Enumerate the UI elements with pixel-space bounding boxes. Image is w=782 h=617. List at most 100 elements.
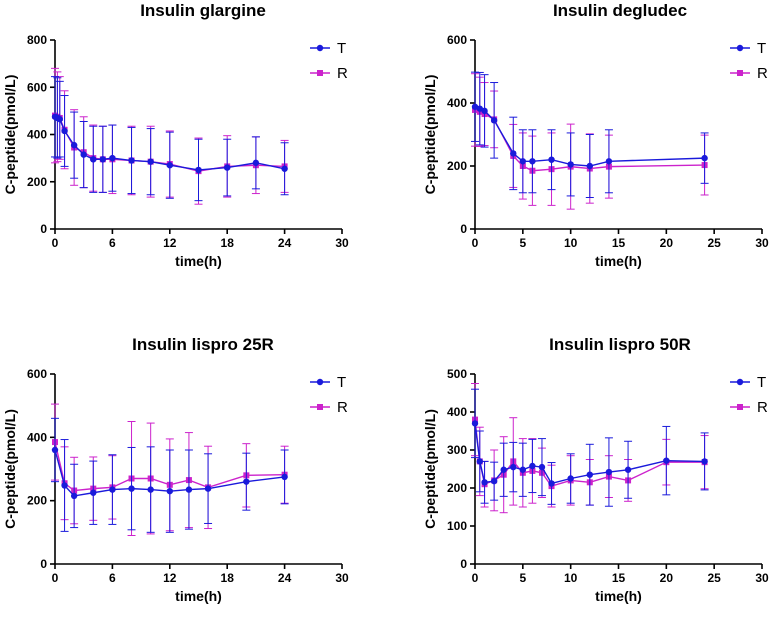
- data-point: [61, 127, 68, 135]
- legend-item-T: T: [310, 374, 346, 391]
- legend-item-T: T: [730, 374, 766, 391]
- chart-title: Insulin lispro 50R: [549, 335, 691, 354]
- data-point: [471, 420, 479, 427]
- x-tick-label: 10: [564, 236, 578, 250]
- data-point: [109, 486, 116, 493]
- data-point: [99, 156, 107, 163]
- data-point: [548, 480, 555, 487]
- y-tick-label: 600: [27, 80, 47, 94]
- data-point: [166, 162, 173, 169]
- x-tick-label: 0: [472, 571, 479, 585]
- legend-marker: [316, 44, 324, 52]
- data-point: [281, 473, 288, 481]
- data-point: [490, 477, 498, 485]
- chart-title: Insulin lispro 25R: [132, 335, 274, 354]
- legend-label: R: [757, 399, 768, 416]
- y-tick-label: 100: [447, 519, 467, 533]
- x-tick-label: 20: [660, 236, 674, 250]
- x-tick-label: 30: [335, 236, 349, 250]
- data-point: [147, 158, 154, 165]
- x-tick-label: 24: [278, 571, 292, 585]
- x-tick-label: 6: [109, 571, 116, 585]
- data-point: [510, 150, 517, 157]
- data-point: [70, 141, 78, 149]
- legend-label: R: [337, 399, 348, 416]
- data-point: [481, 107, 488, 115]
- x-axis-label: time(h): [175, 253, 222, 269]
- x-axis-label: time(h): [595, 253, 642, 269]
- legend-item-R: R: [730, 399, 768, 416]
- y-tick-label: 600: [447, 33, 467, 47]
- data-point: [605, 158, 613, 165]
- data-point: [548, 156, 555, 163]
- x-tick-label: 5: [519, 236, 526, 250]
- data-point: [109, 154, 116, 162]
- x-tick-label: 12: [163, 571, 177, 585]
- chart-title: Insulin glargine: [140, 1, 266, 20]
- data-point: [567, 161, 574, 168]
- x-tick-label: 24: [278, 236, 292, 250]
- data-point: [476, 105, 483, 112]
- data-point: [224, 164, 231, 171]
- chart-panel-3: Insulin lispro 25R 0 200 400 600 0 6 12 18 24 30 ti…: [2, 335, 349, 604]
- x-tick-label: 20: [660, 571, 674, 585]
- data-point: [701, 154, 708, 162]
- chart-panel-4: Insulin lispro 50R 0 100 200 300 400 500 0 5 10 15…: [422, 335, 769, 604]
- series-T: [51, 76, 289, 202]
- legend-item-R: R: [310, 399, 348, 416]
- data-point: [490, 117, 498, 124]
- legend-label: R: [757, 65, 768, 82]
- legend-marker: [316, 378, 324, 386]
- series-T: [471, 388, 709, 507]
- data-point: [701, 458, 708, 465]
- data-point: [586, 471, 593, 478]
- x-tick-label: 10: [564, 571, 578, 585]
- x-tick-label: 0: [52, 571, 59, 585]
- x-tick-label: 25: [707, 571, 721, 585]
- data-point: [481, 479, 488, 486]
- data-point: [519, 158, 527, 165]
- data-point: [185, 486, 193, 493]
- data-point: [61, 482, 68, 489]
- legend-item-T: T: [730, 40, 766, 57]
- chart-panel-2: Insulin degludec 0 200 400 600 0 5 10 15 20 25 30 ti…: [422, 1, 769, 269]
- y-tick-label: 800: [27, 33, 47, 47]
- x-tick-label: 15: [612, 236, 626, 250]
- y-tick-label: 400: [27, 128, 47, 142]
- data-point: [529, 462, 536, 470]
- y-tick-label: 0: [40, 222, 47, 236]
- x-axis-label: time(h): [595, 588, 642, 604]
- y-tick-label: 400: [27, 430, 47, 444]
- y-axis-label: C-peptide(pmol/L): [2, 409, 18, 529]
- legend-marker: [736, 44, 744, 52]
- data-point: [605, 468, 613, 476]
- data-point: [128, 485, 135, 492]
- x-tick-label: 30: [755, 571, 769, 585]
- data-point: [147, 486, 154, 493]
- legend-marker: [737, 70, 743, 76]
- data-point: [90, 156, 97, 163]
- y-axis-label: C-peptide(pmol/L): [422, 75, 438, 195]
- data-point: [281, 165, 288, 172]
- data-point: [128, 157, 135, 164]
- x-tick-label: 5: [519, 571, 526, 585]
- data-point: [204, 485, 212, 492]
- x-tick-label: 25: [707, 236, 721, 250]
- data-point: [663, 457, 670, 464]
- series-T: [51, 417, 289, 533]
- series-line: [474, 423, 705, 485]
- x-tick-label: 30: [335, 571, 349, 585]
- legend-label: T: [337, 374, 346, 391]
- y-tick-label: 0: [40, 557, 47, 571]
- x-tick-label: 12: [163, 236, 177, 250]
- x-tick-label: 0: [472, 236, 479, 250]
- data-point: [500, 466, 507, 473]
- y-tick-label: 200: [27, 494, 47, 508]
- y-tick-label: 0: [460, 222, 467, 236]
- legend-item-R: R: [310, 65, 348, 82]
- chart-title: Insulin degludec: [553, 1, 687, 20]
- data-point: [519, 466, 527, 473]
- legend-item-T: T: [310, 40, 346, 57]
- y-tick-label: 200: [447, 481, 467, 495]
- data-point: [70, 492, 78, 500]
